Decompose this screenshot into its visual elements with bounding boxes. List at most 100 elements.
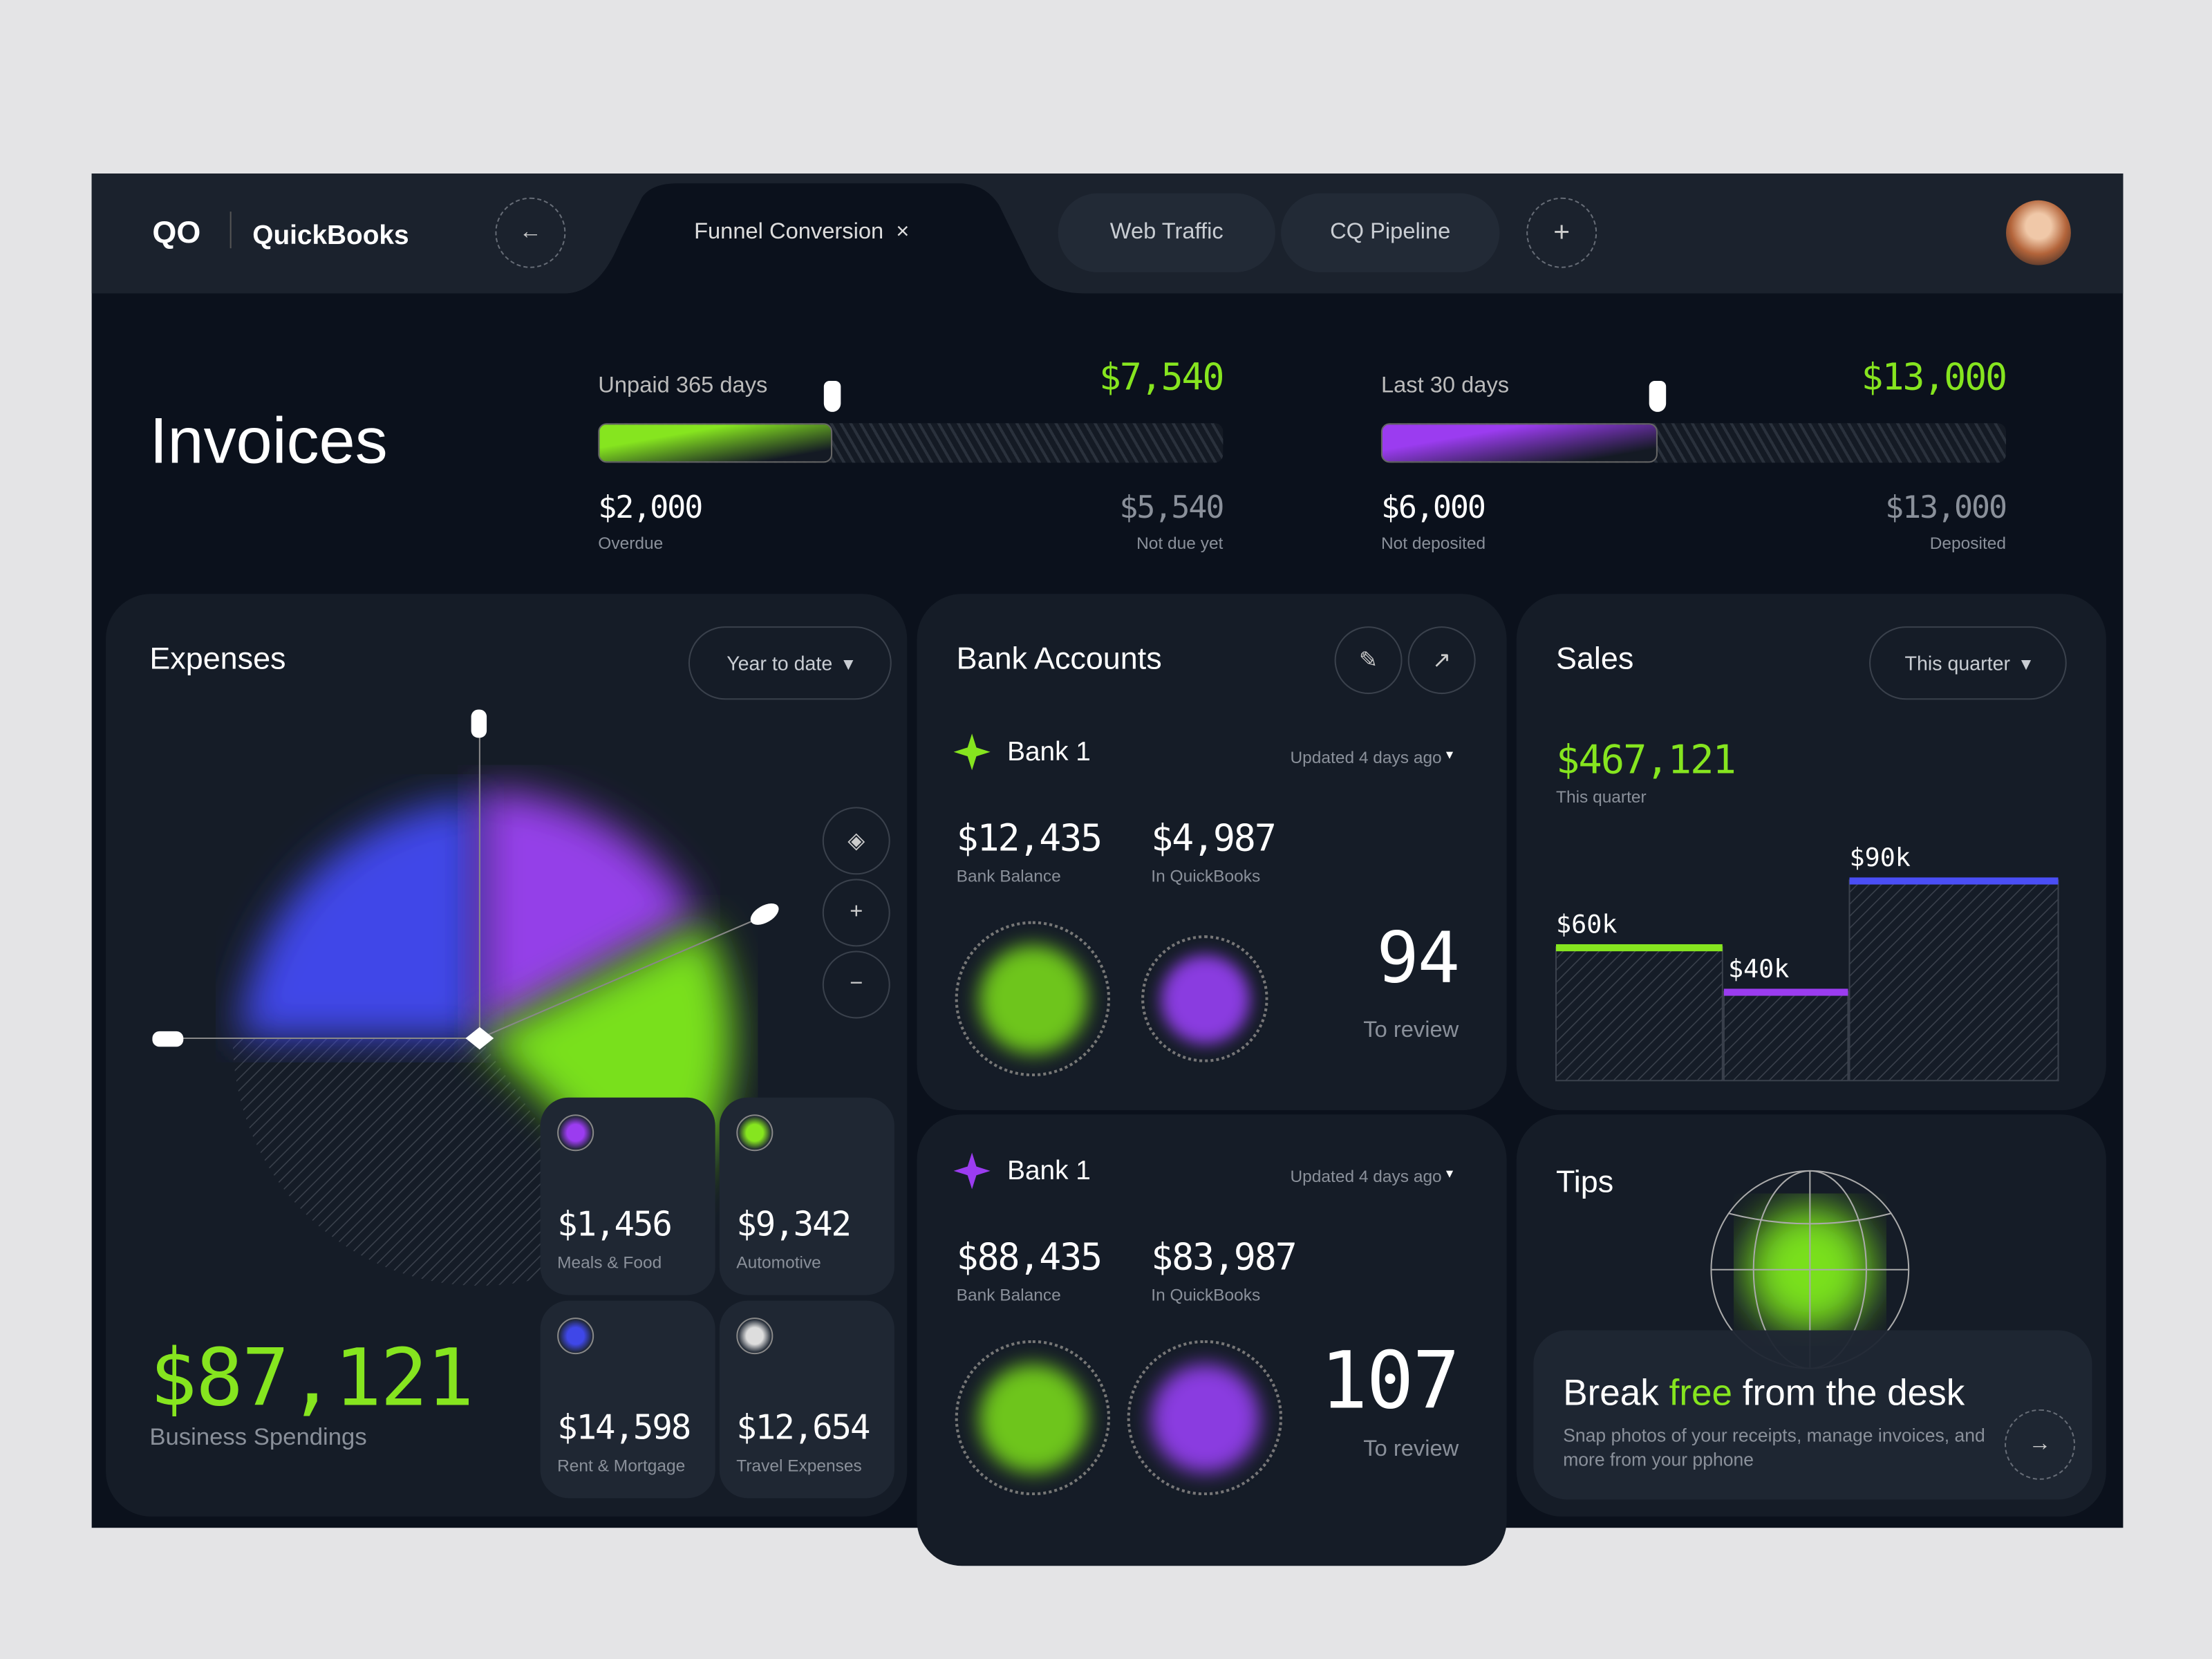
review-label: To review — [1363, 1018, 1459, 1043]
edit-button[interactable]: ✎ — [1334, 626, 1403, 695]
category-dot — [557, 1318, 594, 1355]
avatar[interactable] — [2006, 200, 2071, 265]
invoices-title: Invoices — [149, 403, 388, 477]
bank-name: Bank 1 — [1007, 738, 1091, 768]
dial — [955, 921, 1111, 1077]
quickbooks-label: In QuickBooks — [1151, 866, 1261, 886]
dial — [1127, 1340, 1283, 1496]
filter[interactable]: Year to date ▾ — [688, 626, 892, 700]
panel-title: Tips — [1556, 1163, 1614, 1199]
sales-total: $467,121 — [1556, 736, 1736, 783]
sales-bar-cap — [1556, 944, 1723, 952]
sales-bar-cap — [1849, 877, 2059, 885]
bank-name: Bank 1 — [1007, 1156, 1091, 1187]
invoice-value-label: Not deposited — [1380, 533, 1486, 553]
quickbooks-balance: $83,987 — [1151, 1237, 1297, 1280]
tab-label: Funnel Conversion — [694, 220, 884, 245]
sales-bar — [1848, 879, 2059, 1082]
text: from the desk — [1742, 1371, 1965, 1414]
sales-bar — [1555, 946, 1723, 1082]
invoice-value: $6,000 — [1380, 491, 1486, 527]
dial-blob — [978, 944, 1087, 1053]
invoice-total: $7,540 — [1098, 357, 1224, 400]
layers-button[interactable]: ◈ — [822, 807, 890, 875]
next-button[interactable]: → — [2004, 1409, 2076, 1480]
invoice-value: $13,000 — [1885, 491, 2007, 527]
category-dot — [557, 1114, 594, 1152]
zoom-in[interactable]: + — [822, 879, 890, 947]
quickbooks-label: In QuickBooks — [1151, 1285, 1261, 1305]
review-count: 94 — [1376, 917, 1460, 999]
add-tab[interactable]: + — [1526, 197, 1597, 268]
expenses-total-label: Business Spendings — [149, 1423, 367, 1450]
dropdown-icon: ▾ — [1445, 1166, 1454, 1183]
dial-blob — [1160, 954, 1250, 1044]
invoice-value: $5,540 — [1119, 491, 1224, 527]
dial-blob — [1150, 1363, 1259, 1472]
dial-blob — [978, 1363, 1087, 1472]
tab[interactable]: CQ Pipeline — [1281, 193, 1500, 272]
back-button[interactable]: ← — [495, 197, 566, 268]
sales-bar-cap — [1723, 988, 1848, 996]
invoice-value-label: Overdue — [598, 533, 664, 553]
filter[interactable]: This quarter ▾ — [1869, 626, 2067, 700]
expense-label: Travel Expenses — [736, 1456, 862, 1476]
progress-marker — [823, 381, 841, 412]
sales-label: $90k — [1849, 843, 1910, 872]
quickbooks-balance: $4,987 — [1151, 818, 1276, 861]
expense-label: Rent & Mortgage — [557, 1456, 686, 1476]
tip-headline: Break free from the desk — [1563, 1371, 1965, 1415]
invoice-label: Unpaid 365 days — [598, 373, 768, 398]
text: Break — [1563, 1371, 1659, 1414]
invoice-value-label: Deposited — [1929, 533, 2007, 553]
invoice-value: $2,000 — [598, 491, 703, 527]
logo-icon: QO — [152, 214, 201, 250]
review-count: 107 — [1320, 1335, 1460, 1428]
category-dot — [736, 1318, 774, 1355]
tab[interactable]: Web Traffic — [1058, 193, 1275, 272]
expense-label: Meals & Food — [557, 1253, 662, 1273]
filter-label: Year to date — [727, 651, 833, 675]
review-label: To review — [1363, 1437, 1459, 1462]
logo-text: QuickBooks — [252, 221, 409, 252]
divider — [229, 212, 232, 249]
bank-updated: Updated 4 days ago — [1290, 747, 1442, 768]
progress-fill — [1380, 423, 1658, 463]
bank-balance: $88,435 — [956, 1237, 1103, 1280]
tip-card — [1533, 1330, 2092, 1500]
panel-title: Expenses — [149, 640, 286, 676]
invoice-label: Last 30 days — [1380, 373, 1510, 398]
expense-value: $12,654 — [736, 1407, 870, 1447]
panel-title: Sales — [1556, 640, 1634, 676]
dial — [955, 1340, 1111, 1496]
panel-title: Bank Accounts — [956, 640, 1162, 676]
sales-label: $40k — [1728, 954, 1789, 984]
sales-label: $60k — [1556, 910, 1617, 939]
expense-value: $14,598 — [557, 1407, 691, 1447]
filter-label: This quarter — [1904, 651, 2011, 675]
highlight: free — [1669, 1371, 1733, 1414]
bank-updated: Updated 4 days ago — [1290, 1166, 1442, 1187]
dial — [1141, 935, 1268, 1062]
progress-marker — [1649, 381, 1667, 412]
progress-fill — [598, 423, 833, 463]
zoom-out[interactable]: − — [822, 950, 890, 1019]
expense-value: $9,342 — [736, 1204, 852, 1244]
expenses-total: $87,121 — [149, 1333, 474, 1425]
tab[interactable]: Funnel Conversion × — [694, 220, 910, 245]
expense-label: Automotive — [736, 1253, 821, 1273]
category-dot — [736, 1114, 774, 1152]
bank-balance-label: Bank Balance — [956, 1285, 1061, 1305]
invoice-total: $13,000 — [1861, 357, 2007, 400]
open-button[interactable]: ↗ — [1407, 626, 1476, 695]
sales-total-label: This quarter — [1556, 787, 1647, 807]
tip-text: Snap photos of your receipts, manage inv… — [1563, 1425, 1985, 1470]
bank-balance-label: Bank Balance — [956, 866, 1061, 886]
sales-bar — [1723, 991, 1849, 1082]
invoice-value-label: Not due yet — [1136, 533, 1224, 553]
